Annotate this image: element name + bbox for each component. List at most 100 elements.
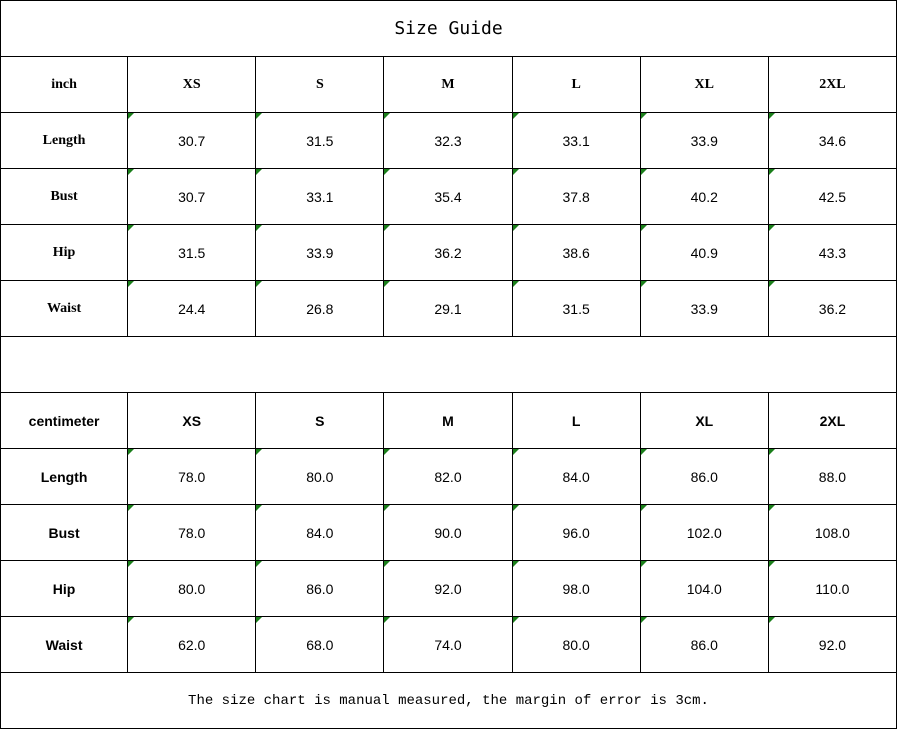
size-header: XS xyxy=(127,392,257,449)
measurement-label: Length xyxy=(0,448,129,505)
value-text: 33.9 xyxy=(306,244,334,261)
error-indicator-icon xyxy=(384,505,391,511)
error-indicator-icon xyxy=(640,561,647,567)
value-cell: 80.0 xyxy=(511,616,641,673)
value-cell: 31.5 xyxy=(511,280,641,337)
value-text: 43.3 xyxy=(818,244,847,261)
size-header: S xyxy=(255,392,385,449)
value-text: 31.5 xyxy=(306,132,334,149)
measurement-label: Waist xyxy=(0,616,129,673)
value-cell: 33.9 xyxy=(639,280,769,337)
error-indicator-icon xyxy=(512,449,519,455)
table-row: Hip 80.0 86.0 92.0 98.0 104.0 110.0 xyxy=(0,560,897,617)
value-cell: 84.0 xyxy=(511,448,641,505)
value-cell: 68.0 xyxy=(255,616,385,673)
value-text: 34.6 xyxy=(818,132,847,149)
size-header: M xyxy=(383,56,513,113)
value-text: 110.0 xyxy=(815,580,850,597)
value-text: 104.0 xyxy=(686,580,722,597)
value-cell: 62.0 xyxy=(127,616,257,673)
spacer-cell xyxy=(0,336,897,393)
error-indicator-icon xyxy=(640,281,647,287)
error-indicator-icon xyxy=(128,449,135,455)
error-indicator-icon xyxy=(512,225,519,231)
value-text: 33.9 xyxy=(690,132,718,149)
value-cell: 74.0 xyxy=(383,616,513,673)
measurement-label: Bust xyxy=(0,504,129,561)
error-indicator-icon xyxy=(128,169,135,175)
value-cell: 32.3 xyxy=(383,112,513,169)
value-text: 30.7 xyxy=(178,188,206,205)
value-text: 29.1 xyxy=(434,300,462,317)
table-row: Bust 30.7 33.1 35.4 37.8 40.2 42.5 xyxy=(0,168,897,225)
value-cell: 38.6 xyxy=(511,224,641,281)
value-text: 31.5 xyxy=(178,244,206,261)
value-cell: 40.9 xyxy=(639,224,769,281)
error-indicator-icon xyxy=(128,225,135,231)
value-text: 88.0 xyxy=(818,468,847,485)
measurement-label: Waist xyxy=(0,280,129,337)
error-indicator-icon xyxy=(768,169,775,175)
value-text: 30.7 xyxy=(178,132,206,149)
table-row: Waist 62.0 68.0 74.0 80.0 86.0 92.0 xyxy=(0,616,897,673)
size-header: S xyxy=(255,56,385,113)
table-row: Length 78.0 80.0 82.0 84.0 86.0 88.0 xyxy=(0,448,897,505)
value-cell: 84.0 xyxy=(255,504,385,561)
error-indicator-icon xyxy=(384,449,391,455)
table-row: Waist 24.4 26.8 29.1 31.5 33.9 36.2 xyxy=(0,280,897,337)
spacer-row xyxy=(0,336,897,393)
size-header: 2XL xyxy=(767,392,897,449)
value-text: 102.0 xyxy=(686,524,722,541)
error-indicator-icon xyxy=(768,113,775,119)
value-cell: 30.7 xyxy=(127,112,257,169)
value-text: 80.0 xyxy=(562,636,590,653)
value-cell: 86.0 xyxy=(639,448,769,505)
value-text: 32.3 xyxy=(434,132,462,149)
value-cell: 30.7 xyxy=(127,168,257,225)
value-text: 86.0 xyxy=(306,580,334,597)
error-indicator-icon xyxy=(640,225,647,231)
value-cell: 26.8 xyxy=(255,280,385,337)
page-title: Size Guide xyxy=(0,0,897,57)
size-header: XL xyxy=(639,56,769,113)
error-indicator-icon xyxy=(512,169,519,175)
value-text: 37.8 xyxy=(562,188,590,205)
value-cell: 80.0 xyxy=(255,448,385,505)
value-cell: 78.0 xyxy=(127,504,257,561)
inch_table-header-row: inch XS S M L XL 2XL xyxy=(0,56,897,113)
value-text: 68.0 xyxy=(306,636,334,653)
value-cell: 33.9 xyxy=(639,112,769,169)
value-text: 33.1 xyxy=(306,188,334,205)
value-text: 84.0 xyxy=(306,524,334,541)
value-text: 74.0 xyxy=(434,636,462,653)
error-indicator-icon xyxy=(768,617,775,623)
value-text: 96.0 xyxy=(562,524,590,541)
unit-label: inch xyxy=(0,56,129,113)
value-text: 90.0 xyxy=(434,524,462,541)
size-header: 2XL xyxy=(767,56,897,113)
value-text: 35.4 xyxy=(434,188,462,205)
table-row: Hip 31.5 33.9 36.2 38.6 40.9 43.3 xyxy=(0,224,897,281)
error-indicator-icon xyxy=(640,449,647,455)
table-row: Bust 78.0 84.0 90.0 96.0 102.0 108.0 xyxy=(0,504,897,561)
value-text: 36.2 xyxy=(818,300,847,317)
unit-label: centimeter xyxy=(0,392,129,449)
error-indicator-icon xyxy=(384,281,391,287)
value-text: 62.0 xyxy=(178,636,206,653)
size-header: L xyxy=(511,392,641,449)
value-cell: 108.0 xyxy=(767,504,897,561)
value-cell: 33.1 xyxy=(511,112,641,169)
error-indicator-icon xyxy=(640,113,647,119)
value-cell: 92.0 xyxy=(383,560,513,617)
value-cell: 36.2 xyxy=(383,224,513,281)
value-text: 82.0 xyxy=(434,468,462,485)
error-indicator-icon xyxy=(640,169,647,175)
value-text: 78.0 xyxy=(178,524,206,541)
value-cell: 31.5 xyxy=(255,112,385,169)
value-cell: 98.0 xyxy=(511,560,641,617)
error-indicator-icon xyxy=(768,281,775,287)
error-indicator-icon xyxy=(640,505,647,511)
measurement-label: Bust xyxy=(0,168,129,225)
value-text: 40.9 xyxy=(690,244,718,261)
